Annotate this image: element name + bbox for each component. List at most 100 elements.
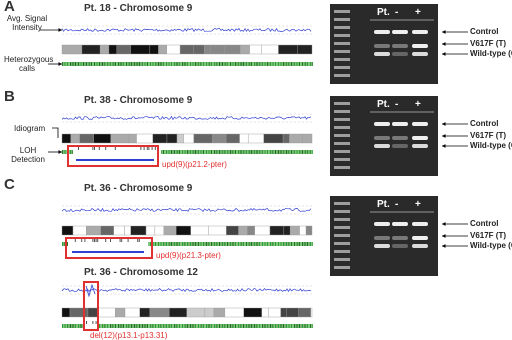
het-call <box>305 324 307 328</box>
het-call <box>202 62 204 66</box>
idiogram-band <box>86 225 101 236</box>
deletion-trace <box>85 283 96 298</box>
arrowhead <box>58 62 62 66</box>
het-call <box>265 62 267 66</box>
het-call <box>140 62 142 66</box>
idiogram-band <box>166 133 178 144</box>
het-call <box>279 242 281 246</box>
idiogram-band <box>100 225 114 236</box>
het-call <box>289 62 291 66</box>
lane-label: + <box>415 7 421 18</box>
het-call <box>202 242 204 246</box>
het-call <box>300 62 302 66</box>
het-call <box>132 62 134 66</box>
het-call <box>206 242 208 246</box>
het-call <box>121 324 123 328</box>
het-call <box>174 150 176 154</box>
het-call <box>254 150 256 154</box>
het-call <box>119 324 121 328</box>
idiogram-band <box>149 307 170 318</box>
idiogram-band <box>249 44 262 55</box>
het-call <box>252 242 254 246</box>
het-call <box>273 324 275 328</box>
het-call <box>129 324 131 328</box>
idiogram-band <box>136 133 154 144</box>
het-call <box>73 324 75 328</box>
het-call <box>236 62 238 66</box>
het-call <box>185 324 187 328</box>
idiogram-band <box>193 44 205 55</box>
het-call <box>178 242 180 246</box>
het-call <box>290 62 292 66</box>
het-call <box>244 62 246 66</box>
idiogram-band <box>239 133 249 144</box>
gel-band <box>412 136 428 140</box>
het-call <box>79 324 81 328</box>
het-call <box>122 62 124 66</box>
het-call <box>242 242 244 246</box>
het-call <box>164 62 166 66</box>
het-call <box>236 324 238 328</box>
arrowhead <box>442 234 446 238</box>
het-call <box>65 62 67 66</box>
het-call <box>218 324 220 328</box>
annotation: LOH Detection <box>11 146 45 164</box>
het-call <box>263 62 265 66</box>
het-call <box>170 62 172 66</box>
het-call <box>302 62 304 66</box>
het-call <box>298 242 300 246</box>
het-call <box>236 242 238 246</box>
het-call <box>65 324 67 328</box>
het-call <box>300 242 302 246</box>
het-call <box>172 324 174 328</box>
het-call <box>143 147 145 150</box>
het-call <box>262 150 264 154</box>
het-call <box>94 147 95 150</box>
het-call <box>257 62 259 66</box>
het-call <box>204 324 206 328</box>
ladder-band <box>334 226 350 229</box>
lane-label: - <box>395 199 399 210</box>
het-call <box>154 324 156 328</box>
het-call <box>305 242 307 246</box>
idiogram-band <box>115 307 126 318</box>
ladder-band <box>334 134 350 137</box>
het-call <box>258 242 260 246</box>
het-call <box>260 150 262 154</box>
het-call <box>199 242 201 246</box>
het-call <box>84 239 86 242</box>
het-call <box>191 62 193 66</box>
het-call <box>178 62 180 66</box>
het-call <box>255 150 257 154</box>
idiogram-band <box>183 133 195 144</box>
het-call <box>162 242 164 246</box>
het-call <box>295 324 297 328</box>
lane-label: + <box>415 199 421 210</box>
het-call <box>190 242 192 246</box>
arrowhead <box>58 150 62 154</box>
het-call <box>114 324 116 328</box>
het-call <box>215 242 217 246</box>
ladder-band <box>334 258 350 261</box>
idiogram-band <box>208 225 227 236</box>
het-call <box>201 242 203 246</box>
het-call <box>225 150 227 154</box>
het-call <box>223 242 225 246</box>
het-call <box>166 150 168 154</box>
het-call <box>222 242 224 246</box>
het-call <box>111 62 113 66</box>
het-call <box>207 324 209 328</box>
het-call <box>166 324 168 328</box>
het-call <box>156 62 158 66</box>
het-call <box>145 324 147 328</box>
het-call <box>127 62 129 66</box>
het-call <box>124 62 126 66</box>
het-call <box>175 62 177 66</box>
idiogram-band <box>130 44 151 55</box>
het-call <box>94 239 95 242</box>
het-call <box>180 324 182 328</box>
het-call <box>162 62 164 66</box>
het-call <box>306 62 308 66</box>
idiogram-band <box>298 307 312 318</box>
bracket <box>52 127 59 138</box>
